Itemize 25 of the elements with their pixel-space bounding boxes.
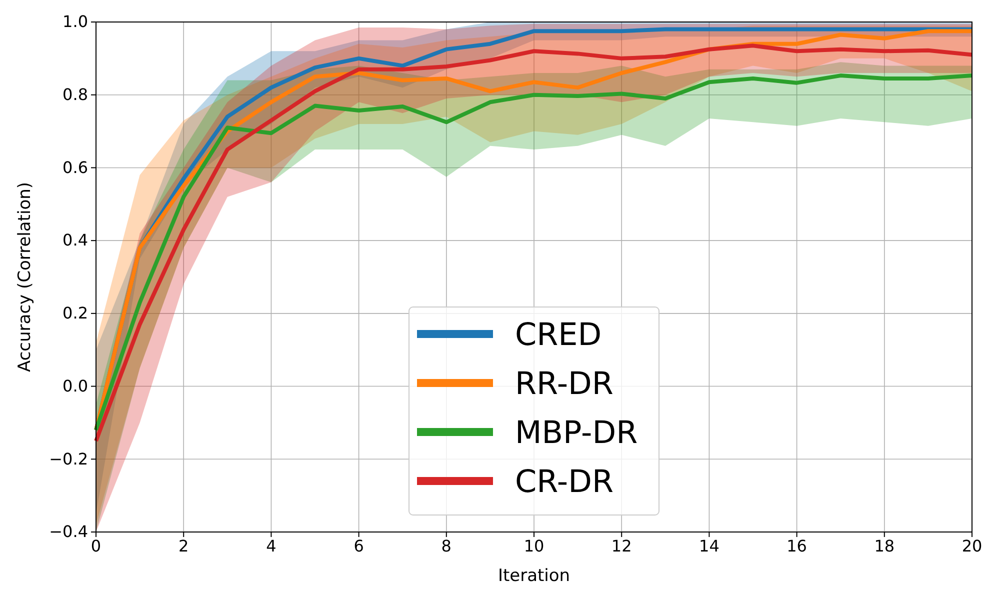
legend-label: RR-DR — [515, 366, 614, 402]
x-tick-label: 14 — [699, 536, 720, 556]
legend-label: CR-DR — [515, 464, 614, 500]
x-tick-label: 10 — [524, 536, 544, 556]
x-tick-label: 12 — [611, 536, 632, 556]
x-tick-label: 16 — [786, 536, 807, 556]
y-tick-label: 0.2 — [62, 304, 88, 323]
x-tick-label: 18 — [874, 536, 895, 556]
x-tick-label: 20 — [962, 536, 982, 556]
x-tick-label: 6 — [354, 536, 364, 556]
x-tick-label: 4 — [266, 536, 276, 556]
y-tick-label: 0.4 — [62, 230, 88, 250]
x-tick-label: 8 — [441, 536, 452, 556]
legend-label: MBP-DR — [515, 415, 638, 451]
y-tick-label: 0.6 — [62, 158, 88, 177]
y-axis-title: Accuracy (Correlation) — [15, 182, 35, 372]
y-tick-label: −0.2 — [49, 449, 88, 468]
x-axis-title: Iteration — [498, 566, 570, 586]
y-tick-label: 1.0 — [62, 12, 88, 32]
x-tick-label: 0 — [90, 536, 102, 556]
x-tick-label: 2 — [178, 536, 189, 556]
y-tick-label: 0.0 — [62, 376, 88, 396]
y-tick-label: −0.4 — [49, 522, 88, 542]
legend-label: CRED — [515, 317, 602, 353]
y-tick-label: 0.8 — [62, 84, 88, 104]
